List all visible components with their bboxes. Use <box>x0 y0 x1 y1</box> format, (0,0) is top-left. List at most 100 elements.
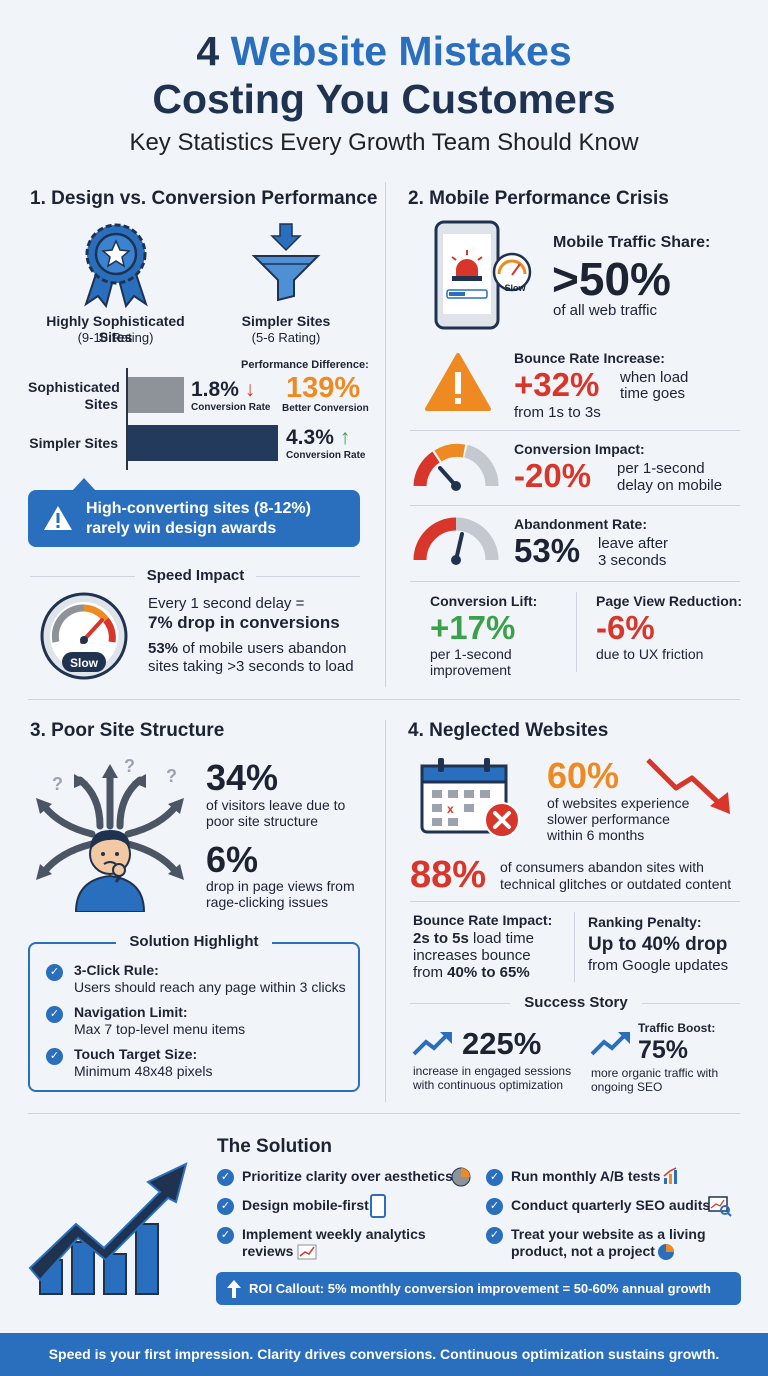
callout-pointer <box>72 478 96 491</box>
diff-sub: Better Conversion <box>282 403 369 414</box>
svg-text:?: ? <box>166 766 177 786</box>
traffic-value: >50% <box>552 253 671 305</box>
bar2-sub: Conversion Rate <box>286 450 366 461</box>
speed-impact-title: Speed Impact <box>146 567 245 584</box>
callout-text: High-converting sites (8-12%) rarely win… <box>86 500 311 537</box>
solution-item-title: Navigation Limit: <box>74 1004 188 1020</box>
calendar-x-icon: x <box>420 758 520 838</box>
s4-bounce-line3: from 40% to 65% <box>413 964 530 981</box>
aband-sub2: 3 seconds <box>598 552 667 569</box>
s4-stat1-sub3: within 6 months <box>547 827 645 843</box>
bounce-sub3: from 1s to 3s <box>514 404 601 421</box>
ss1-value: 225% <box>462 1026 542 1061</box>
pie-chart-icon <box>451 1167 471 1187</box>
speedometer-icon <box>40 592 128 680</box>
aband-sub1: leave after <box>598 535 669 552</box>
lift-sub1: per 1-second <box>430 646 512 662</box>
s4-stat1-sub: of websites experience slower performance… <box>547 795 689 843</box>
ss2-sub1: more organic traffic with <box>591 1066 719 1080</box>
ss2-sub2: ongoing SEO <box>591 1080 663 1094</box>
checkmark-icon: ✓ <box>46 1006 63 1023</box>
bar1-label: Sophisticated Sites <box>28 379 120 412</box>
solution-highlight-title: Solution Highlight <box>116 933 272 950</box>
divider-s4-2 <box>574 912 575 982</box>
mobile-phone-icon <box>370 1194 386 1218</box>
svg-text:x: x <box>447 802 454 816</box>
s4-bounce-text: 2s to 5s load time increases bounce from… <box>413 930 534 981</box>
conv-sub: per 1-second delay on mobile <box>617 460 722 494</box>
s4-stat2-value: 88% <box>410 854 487 896</box>
s3-stat2-sub: drop in page views from rage-clicking iss… <box>206 878 355 910</box>
rank-label: Ranking Penalty: <box>588 914 702 930</box>
divider-s4-1 <box>410 901 740 902</box>
lift-label: Conversion Lift: <box>430 593 538 609</box>
checkmark-icon: ✓ <box>486 1227 503 1244</box>
speed-line1: Every 1 second delay = <box>148 595 305 612</box>
bar-sophisticated <box>128 377 184 413</box>
bar-simpler <box>128 425 278 461</box>
sophisticated-sites-label: Highly Sophisticated Sites <box>46 313 185 345</box>
s4-stat1-sub2: slower performance <box>547 811 670 827</box>
title-number: 4 <box>196 28 220 74</box>
solution-item-text: Run monthly A/B tests <box>511 1168 661 1184</box>
alert-triangle-icon <box>425 353 491 411</box>
s4-stat2-sub2: technical glitches or outdated content <box>500 876 732 892</box>
divider-s2-3 <box>410 581 740 582</box>
speed-line2: 7% drop in conversions <box>148 613 340 632</box>
conv-label: Conversion Impact: <box>514 441 645 457</box>
bar2-label: Simpler Sites <box>29 435 118 451</box>
solution-item-title: Touch Target Size: <box>74 1046 198 1062</box>
gauge-slow-label: Slow <box>69 656 98 670</box>
checkmark-icon: ✓ <box>217 1169 234 1186</box>
bounce-label: Bounce Rate Increase: <box>514 350 665 366</box>
success-story-title: Success Story <box>524 994 628 1011</box>
funnel-icon <box>251 223 321 302</box>
diff-value: 139% <box>286 372 361 404</box>
conv-sub1: per 1-second <box>617 460 705 477</box>
s4-bounce-label: Bounce Rate Impact: <box>413 912 553 928</box>
trend-up-icon <box>412 1032 452 1056</box>
divider-vertical-top <box>385 182 386 687</box>
traffic-label: Mobile Traffic Share: <box>553 234 711 251</box>
aband-sub: leave after 3 seconds <box>598 535 668 569</box>
growth-chart-arrow-icon <box>28 1162 188 1295</box>
bar-chart-icon <box>663 1167 677 1184</box>
bar1-value: 1.8% ↓ <box>191 378 256 401</box>
pie-chart-icon <box>658 1244 674 1260</box>
footer-text: Speed is your first impression. Clarity … <box>48 1346 720 1362</box>
page-subtitle: Key Statistics Every Growth Team Should … <box>129 129 639 156</box>
solution-item-text: Users should reach any page within 3 cli… <box>74 979 346 995</box>
performance-difference-label: Performance Difference: <box>241 359 369 371</box>
ss2-value: 75% <box>638 1036 689 1064</box>
traffic-sub: of all web traffic <box>553 302 657 319</box>
svg-text:?: ? <box>124 756 135 776</box>
bar1-sub: Conversion Rate <box>191 402 271 413</box>
simpler-sites-rating: (5-6 Rating) <box>251 330 321 345</box>
checkmark-icon: ✓ <box>46 1048 63 1065</box>
rank-sub: from Google updates <box>588 957 729 974</box>
phone-badge-label: Slow <box>504 283 526 293</box>
warning-icon <box>44 506 72 530</box>
s3-stat1-sub: of visitors leave due to poor site struct… <box>206 797 345 829</box>
divider-s2-4 <box>576 592 577 672</box>
sophisticated-sites-rating: (9-10 Rating) <box>77 330 154 345</box>
ss2-label: Traffic Boost: <box>638 1021 716 1035</box>
checkmark-icon: ✓ <box>217 1227 234 1244</box>
s3-stat1-sub2: poor site structure <box>206 813 319 829</box>
s4-stat2-sub: of consumers abandon sites with technical… <box>500 859 731 893</box>
conversion-gauge-icon <box>413 443 499 491</box>
checkmark-icon: ✓ <box>486 1169 503 1186</box>
section1-title: 1. Design vs. Conversion Performance <box>30 188 378 209</box>
speed-line4: sites taking >3 seconds to load <box>148 658 354 675</box>
s3-stat2-sub1: drop in page views from <box>206 878 355 894</box>
s4-bounce-line2: increases bounce <box>413 947 531 964</box>
simpler-sites-label: Simpler Sites <box>241 313 331 329</box>
aband-label: Abandonment Rate: <box>514 516 647 532</box>
section3-title: 3. Poor Site Structure <box>30 720 225 741</box>
divider-s2-2 <box>410 505 740 506</box>
phone-alert-icon <box>434 220 532 330</box>
arrow-up-icon <box>227 1280 241 1298</box>
lift-sub2: improvement <box>430 662 511 678</box>
ss1-sub: increase in engaged sessions with continu… <box>413 1064 571 1092</box>
divider-s2-1 <box>410 430 740 431</box>
